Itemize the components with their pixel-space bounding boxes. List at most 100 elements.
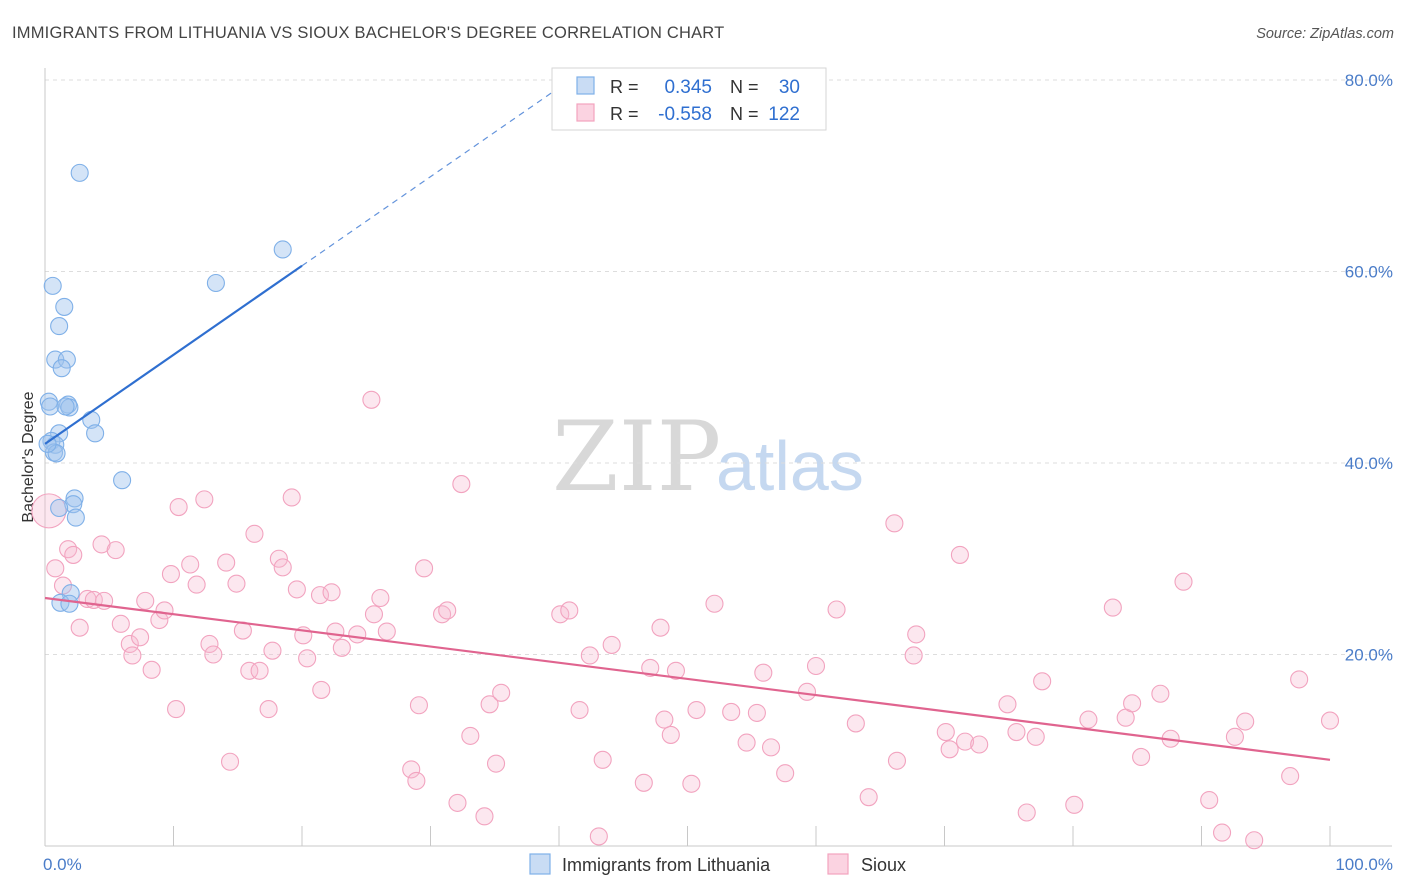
y-axis-title: Bachelor's Degree	[20, 391, 37, 522]
sioux-point	[655, 710, 674, 729]
sioux-point	[1200, 790, 1219, 810]
sioux-point	[200, 634, 219, 654]
sioux-point	[661, 725, 680, 744]
series-legend-swatch-lithuania	[529, 853, 551, 875]
sioux-point	[887, 751, 907, 770]
stats-legend: R = 0.345 N = 30 R = -0.558 N = 122	[551, 67, 827, 131]
sioux-point	[1123, 694, 1142, 713]
sioux-point	[1033, 672, 1052, 691]
sioux-point	[46, 559, 65, 578]
sioux-point	[1281, 767, 1300, 786]
lithuania-point	[50, 498, 69, 518]
sioux-point	[245, 524, 264, 543]
sioux-point	[240, 661, 259, 680]
x-tick-labels: 0.0% 100.0%	[43, 855, 1393, 874]
sioux-point	[1007, 723, 1026, 742]
sioux-point	[560, 601, 579, 620]
sioux-point	[940, 740, 959, 759]
lithuania-trend-extension	[301, 87, 560, 267]
sioux-point	[181, 555, 200, 574]
sioux-point	[409, 696, 428, 715]
sioux-point	[486, 754, 506, 773]
sioux-point	[776, 764, 795, 783]
stats-legend-box	[551, 67, 827, 131]
sioux-point	[761, 738, 781, 757]
sioux-point	[705, 594, 724, 613]
sioux-point	[570, 700, 589, 720]
sioux-point	[438, 601, 457, 620]
watermark-atlas: atlas	[716, 427, 864, 505]
sioux-point	[312, 680, 331, 699]
lithuania-point	[52, 359, 71, 378]
sioux-point	[415, 559, 434, 578]
sioux-point	[332, 638, 351, 657]
sioux-point	[480, 695, 499, 714]
watermark: ZIP atlas	[552, 401, 864, 513]
sioux-point	[53, 576, 73, 595]
sioux-point	[136, 591, 155, 610]
sioux-point	[1245, 831, 1264, 850]
chart-title: IMMIGRANTS FROM LITHUANIA VS SIOUX BACHE…	[12, 24, 724, 42]
sioux-point	[754, 663, 773, 682]
sioux-point	[348, 625, 367, 644]
sioux-point	[269, 549, 288, 568]
lithuania-trend-line	[44, 264, 303, 445]
sioux-point	[1132, 747, 1151, 767]
sioux-point	[64, 545, 83, 564]
sioux-point	[907, 625, 926, 644]
sioux-point	[263, 641, 282, 660]
sioux-point	[452, 475, 471, 494]
y-tick-label-80: 80.0%	[1345, 71, 1393, 90]
lithuania-point	[56, 397, 75, 416]
series-legend-label-lithuania: Immigrants from Lithuania	[562, 855, 771, 875]
sioux-point	[402, 760, 421, 779]
sioux-point	[641, 658, 660, 677]
grid-lines	[45, 79, 1392, 655]
sioux-point	[998, 695, 1017, 714]
sioux-point	[970, 735, 989, 754]
sioux-point	[282, 488, 301, 507]
sioux-point	[602, 635, 621, 654]
sioux-point	[904, 646, 923, 665]
sioux-point	[1320, 711, 1340, 730]
y-tick-label-20: 20.0%	[1345, 646, 1393, 665]
sioux-point	[682, 774, 701, 793]
sioux-point	[461, 726, 480, 745]
sioux-point	[362, 390, 381, 409]
trend-lines	[44, 87, 1331, 761]
stats-legend-r-label-2: R =	[610, 104, 639, 124]
sioux-point	[1026, 727, 1045, 746]
series-legend: Immigrants from Lithuania Sioux	[529, 853, 906, 875]
sioux-point	[687, 700, 706, 720]
stats-legend-n-value-2: 122	[768, 104, 800, 125]
sioux-point	[70, 618, 89, 637]
sioux-point	[204, 645, 223, 664]
sioux-point	[155, 601, 174, 620]
watermark-zip: ZIP	[552, 401, 721, 513]
sioux-point	[167, 700, 186, 719]
stats-legend-r-value-1: 0.345	[664, 77, 712, 98]
lithuania-point	[41, 397, 60, 416]
sioux-point	[1079, 710, 1098, 729]
sioux-point	[287, 580, 306, 599]
sioux-point	[227, 574, 246, 593]
sioux-point	[217, 553, 236, 572]
sioux-point	[806, 656, 826, 676]
stats-legend-n-label-1: N =	[730, 77, 759, 97]
chart-source: Source: ZipAtlas.com	[1256, 26, 1394, 42]
sioux-point	[1213, 823, 1232, 842]
sioux-point	[950, 545, 969, 564]
sioux-point	[322, 583, 341, 602]
sioux-point	[1103, 598, 1122, 617]
sioux-point	[551, 605, 570, 624]
sioux-point	[161, 565, 180, 584]
y-tick-labels: 20.0% 40.0% 60.0% 80.0%	[1345, 71, 1393, 665]
lithuania-point	[65, 489, 84, 508]
sioux-point	[310, 586, 330, 605]
sioux-point	[634, 773, 653, 792]
sioux-point	[273, 558, 292, 577]
sioux-point	[187, 575, 206, 594]
sioux-point	[1225, 727, 1244, 746]
lithuania-point	[57, 350, 76, 369]
